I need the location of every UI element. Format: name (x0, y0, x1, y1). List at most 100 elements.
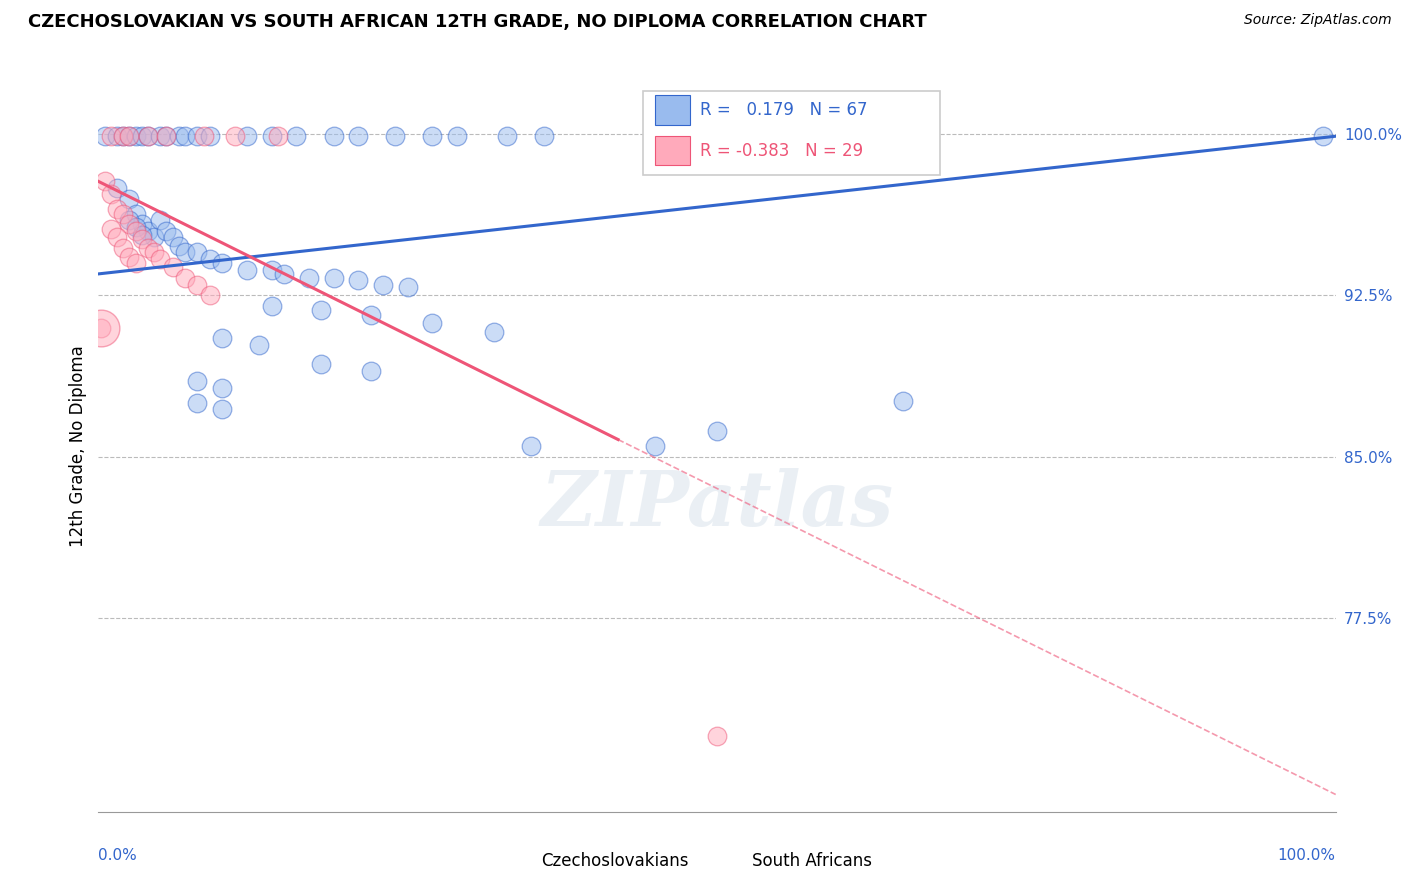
Point (136, 241, 159, 255)
Point (260, 129, 283, 144)
Text: ZIPatlas: ZIPatlas (540, 467, 894, 541)
Point (706, 730, 728, 744)
Point (124, 219, 146, 234)
Point (112, 241, 135, 255)
Point (446, 129, 468, 144)
Point (131, 129, 153, 144)
Y-axis label: 12th Grade, No Diploma: 12th Grade, No Diploma (69, 345, 87, 547)
Point (211, 381, 233, 395)
Text: 100.0%: 100.0% (1278, 848, 1336, 863)
Point (533, 129, 555, 144)
Point (495, 129, 517, 144)
Point (273, 267, 295, 281)
Text: Czechoslovakians: Czechoslovakians (541, 852, 689, 870)
Point (360, 308, 382, 322)
Point (131, 218, 153, 232)
Point (211, 256, 233, 270)
FancyBboxPatch shape (513, 852, 536, 871)
Text: R =   0.179   N = 67: R = 0.179 N = 67 (700, 101, 868, 120)
Point (100, 221, 122, 235)
Point (186, 277, 208, 292)
Point (396, 280, 419, 294)
Point (360, 364, 382, 378)
Point (90, 320, 112, 334)
Point (186, 129, 208, 144)
Point (285, 129, 308, 144)
Point (298, 271, 321, 285)
Point (384, 129, 406, 144)
Point (267, 129, 290, 144)
Point (124, 207, 146, 221)
Point (155, 224, 177, 238)
Point (422, 129, 444, 144)
Point (198, 129, 221, 144)
Point (136, 129, 159, 144)
Text: Source: ZipAtlas.com: Source: ZipAtlas.com (1244, 13, 1392, 28)
Point (118, 213, 141, 227)
Point (224, 129, 246, 144)
Point (143, 230, 166, 244)
Point (105, 129, 128, 144)
Point (124, 256, 146, 270)
Text: CZECHOSLOVAKIAN VS SOUTH AFRICAN 12TH GRADE, NO DIPLOMA CORRELATION CHART: CZECHOSLOVAKIAN VS SOUTH AFRICAN 12TH GR… (28, 13, 927, 31)
Point (198, 288, 221, 302)
Point (174, 245, 197, 260)
Point (118, 192, 141, 206)
Point (100, 129, 122, 144)
Point (93, 129, 115, 144)
Point (118, 250, 141, 264)
Point (149, 129, 172, 144)
Point (105, 181, 128, 195)
Point (520, 439, 543, 453)
Point (1312, 129, 1334, 144)
Point (309, 357, 332, 371)
Point (105, 202, 128, 217)
Point (644, 439, 666, 453)
Point (136, 129, 159, 144)
Point (112, 207, 135, 221)
Point (706, 424, 728, 438)
Point (371, 277, 394, 292)
Point (198, 252, 221, 266)
FancyBboxPatch shape (655, 95, 690, 125)
FancyBboxPatch shape (655, 136, 690, 165)
Text: R = -0.383   N = 29: R = -0.383 N = 29 (700, 142, 863, 160)
Point (124, 129, 146, 144)
Point (100, 187, 122, 202)
Point (236, 129, 259, 144)
Point (211, 331, 233, 345)
Point (247, 338, 270, 352)
Point (347, 273, 370, 287)
Point (484, 325, 506, 339)
Point (236, 262, 259, 277)
Point (260, 299, 283, 313)
Point (174, 129, 197, 144)
Point (211, 402, 233, 417)
Point (162, 230, 184, 244)
Point (118, 129, 141, 144)
Point (347, 129, 370, 144)
FancyBboxPatch shape (723, 852, 745, 871)
Point (112, 129, 135, 144)
Point (322, 271, 344, 285)
Point (186, 245, 208, 260)
Point (105, 230, 128, 244)
FancyBboxPatch shape (643, 91, 939, 176)
Point (90, 320, 112, 334)
Point (136, 224, 159, 238)
Point (167, 129, 190, 144)
Point (118, 129, 141, 144)
Point (260, 262, 283, 277)
Point (186, 375, 208, 389)
Text: 0.0%: 0.0% (98, 848, 138, 863)
Point (186, 396, 208, 410)
Text: South Africans: South Africans (752, 852, 872, 870)
Point (93, 174, 115, 188)
Point (124, 224, 146, 238)
Point (155, 129, 177, 144)
Point (167, 239, 190, 253)
Point (112, 129, 135, 144)
Point (174, 271, 197, 285)
Point (149, 252, 172, 266)
Point (193, 129, 215, 144)
